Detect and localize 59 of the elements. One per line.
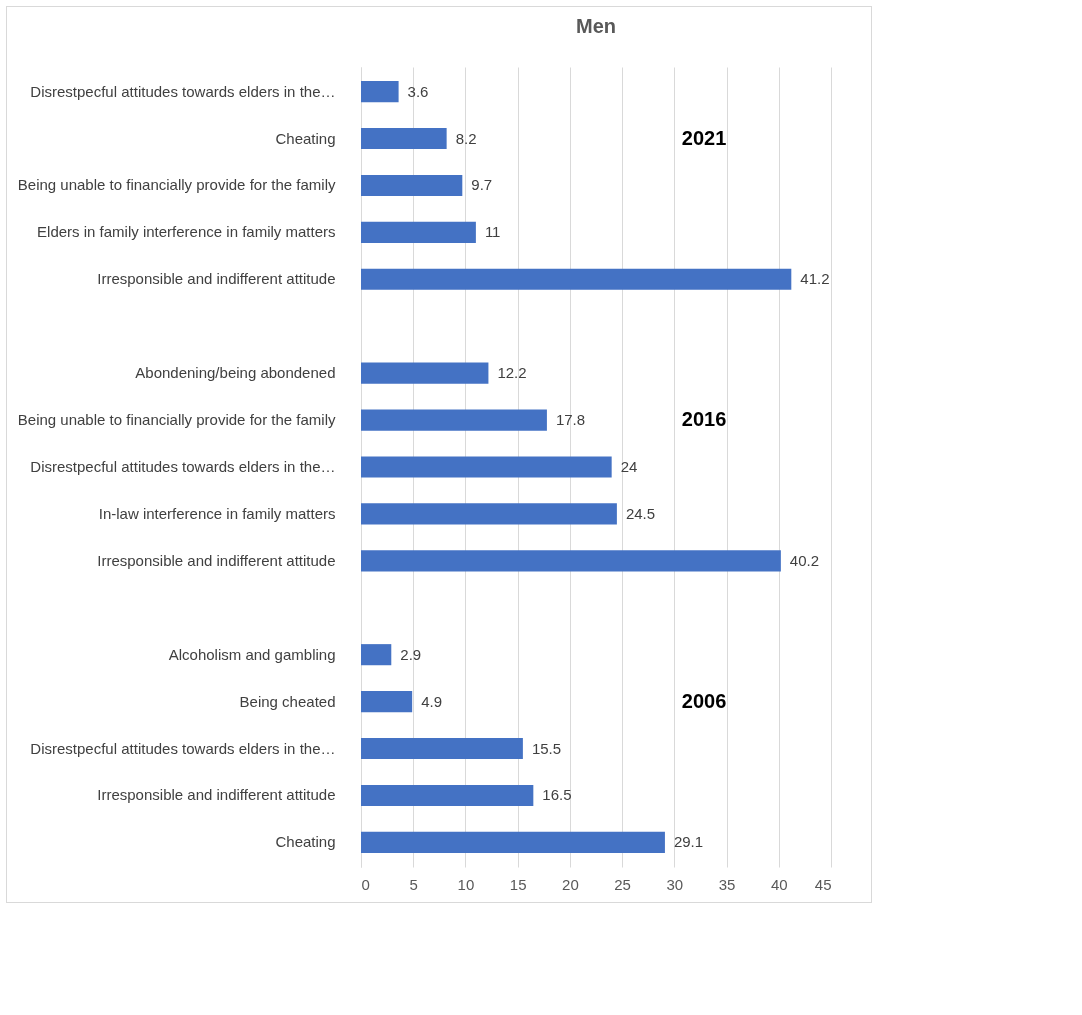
y-tick-label: Irresponsible and indifferent attitude [97,786,336,804]
bar [361,456,612,478]
data-label: 8.2 [455,129,477,147]
data-label: 40.2 [789,551,820,569]
bar [361,362,489,384]
annotation: 2021 [681,126,727,149]
bar [361,409,547,431]
y-tick-label: Being unable to financially provide for the family [17,411,336,429]
annotation: 2016 [681,408,727,431]
data-label: 24.5 [625,504,656,522]
x-tick-label: 10 [457,875,475,893]
data-label: 2.9 [400,645,422,663]
bar [361,503,617,525]
x-tick-label: 30 [666,875,684,893]
y-tick-label: Alcoholism and gambling [168,645,336,663]
x-tick-label: 0 [361,875,370,893]
bar [361,784,534,806]
data-label: 12.2 [497,364,527,382]
y-tick-label: Cheating [275,833,336,851]
x-tick-label: 25 [614,875,631,893]
data-label: 11 [484,223,501,241]
bar [361,268,792,290]
y-tick-label: In-law interference in family matters [98,504,336,522]
data-label: 29.1 [673,833,704,851]
data-label: 17.8 [555,411,586,429]
y-tick-label: Elders in family interference in family matters [37,223,336,241]
bar [361,831,665,853]
data-label: 15.5 [531,739,562,757]
chart-title: Men [576,15,616,37]
x-tick-label: 35 [718,875,736,893]
data-label: 3.6 [407,82,429,100]
y-tick-label: Disrestpecful attitudes towards elders in the… [30,739,336,757]
data-label: 9.7 [471,176,493,194]
data-label: 4.9 [421,692,443,710]
bar [361,221,476,243]
y-tick-label: Being unable to financially provide for the family [17,176,336,194]
data-label: 24 [620,458,638,475]
bar [361,644,392,666]
y-tick-label: Being cheated [239,692,336,710]
x-tick-label: 45 [814,875,832,893]
x-tick-label: 5 [409,875,418,893]
bar [361,691,413,713]
data-label: 16.5 [542,786,572,804]
x-tick-label: 20 [562,875,579,893]
y-tick-label: Irresponsible and indifferent attitude [97,270,336,288]
x-tick-label: 15 [509,875,527,893]
bar [361,128,447,150]
annotation: 2006 [681,689,727,712]
y-tick-label: Disrestpecful attitudes towards elders in the… [30,82,336,100]
bar [361,81,399,103]
x-tick-label: 40 [770,875,788,893]
y-tick-label: Irresponsible and indifferent attitude [97,551,336,569]
y-tick-label: Cheating [275,129,336,147]
data-label: 41.2 [800,270,830,288]
bar [361,174,463,197]
bar [361,550,781,572]
bar [361,737,523,760]
y-tick-label: Abondening/being abondened [135,364,336,382]
y-tick-label: Disrestpecful attitudes towards elders in the… [30,458,336,475]
